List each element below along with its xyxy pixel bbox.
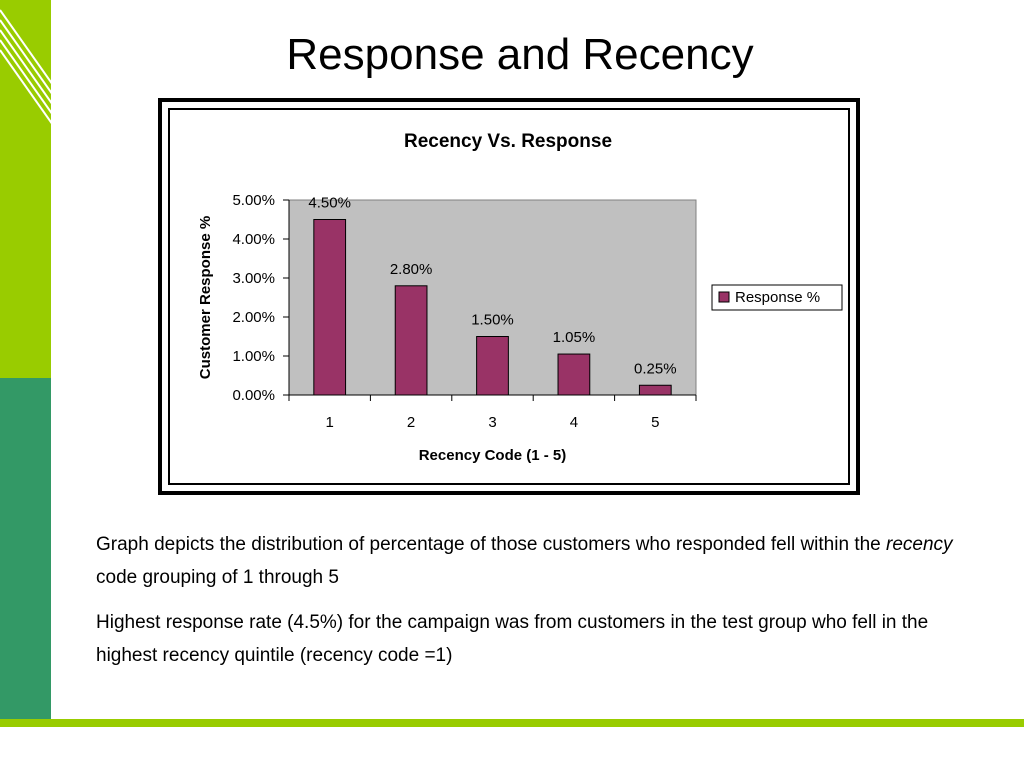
legend-box: [711, 284, 843, 311]
body-text: Graph depicts the distribution of percen…: [96, 528, 956, 684]
chart-frame: Recency Vs. Response 0.00% 1.00% 2.00% 3.00…: [158, 98, 860, 495]
bar-chart: Recency Vs. Response 0.00% 1.00% 2.00% 3.00…: [197, 131, 843, 464]
data-label: 0.25%: [634, 360, 677, 377]
decorative-green-sidebar: [0, 0, 51, 378]
legend: Response %: [711, 284, 843, 311]
legend-label: Response %: [735, 289, 820, 306]
chart-title: Recency Vs. Response: [404, 131, 612, 152]
finding-paragraph: Highest response rate (4.5%) for the cam…: [96, 612, 929, 666]
bar-series: [313, 219, 672, 396]
y-axis: 0.00% 1.00% 2.00% 3.00% 4.00% 5.00%: [232, 192, 290, 404]
x-tick-label: 5: [651, 414, 659, 431]
description-text: Graph depicts the distribution of percen…: [96, 534, 887, 555]
x-tick-label: 1: [326, 414, 334, 431]
x-tick-label: 2: [407, 414, 415, 431]
x-axis: 1 2 3 4 5: [288, 394, 697, 431]
data-label: 1.05%: [553, 329, 596, 346]
x-tick-label: 4: [570, 414, 578, 431]
bar: [557, 353, 591, 396]
decorative-bottom-bar: [0, 719, 1024, 727]
x-tick-label: 3: [488, 414, 496, 431]
data-label: 1.50%: [471, 312, 514, 329]
description-emphasis: recency: [886, 534, 953, 555]
legend-swatch: [718, 291, 730, 303]
data-label: 4.50%: [308, 195, 351, 212]
y-tick-label: 2.00%: [232, 309, 275, 326]
y-tick-label: 1.00%: [232, 348, 275, 365]
y-tick-label: 3.00%: [232, 270, 275, 287]
description-text-end: code grouping of 1 through 5: [96, 567, 339, 588]
bar: [638, 384, 672, 396]
data-label: 2.80%: [390, 261, 433, 278]
bar: [313, 219, 347, 396]
y-tick-label: 0.00%: [232, 387, 275, 404]
chart-area: [168, 108, 850, 485]
y-tick-label: 4.00%: [232, 231, 275, 248]
slide-title: Response and Recency: [286, 30, 754, 79]
bar: [394, 285, 428, 396]
y-axis-label: Customer Response %: [197, 216, 214, 379]
y-tick-label: 5.00%: [232, 192, 275, 209]
data-labels: 4.50% 2.80% 1.50% 1.05% 0.25%: [308, 195, 676, 378]
decorative-dark-green-sidebar: [0, 378, 51, 720]
description-paragraph: Graph depicts the distribution of percen…: [96, 528, 956, 594]
decorative-stripes: [0, 9, 51, 124]
bar: [476, 336, 509, 396]
x-axis-label: Recency Code (1 - 5): [419, 447, 567, 464]
